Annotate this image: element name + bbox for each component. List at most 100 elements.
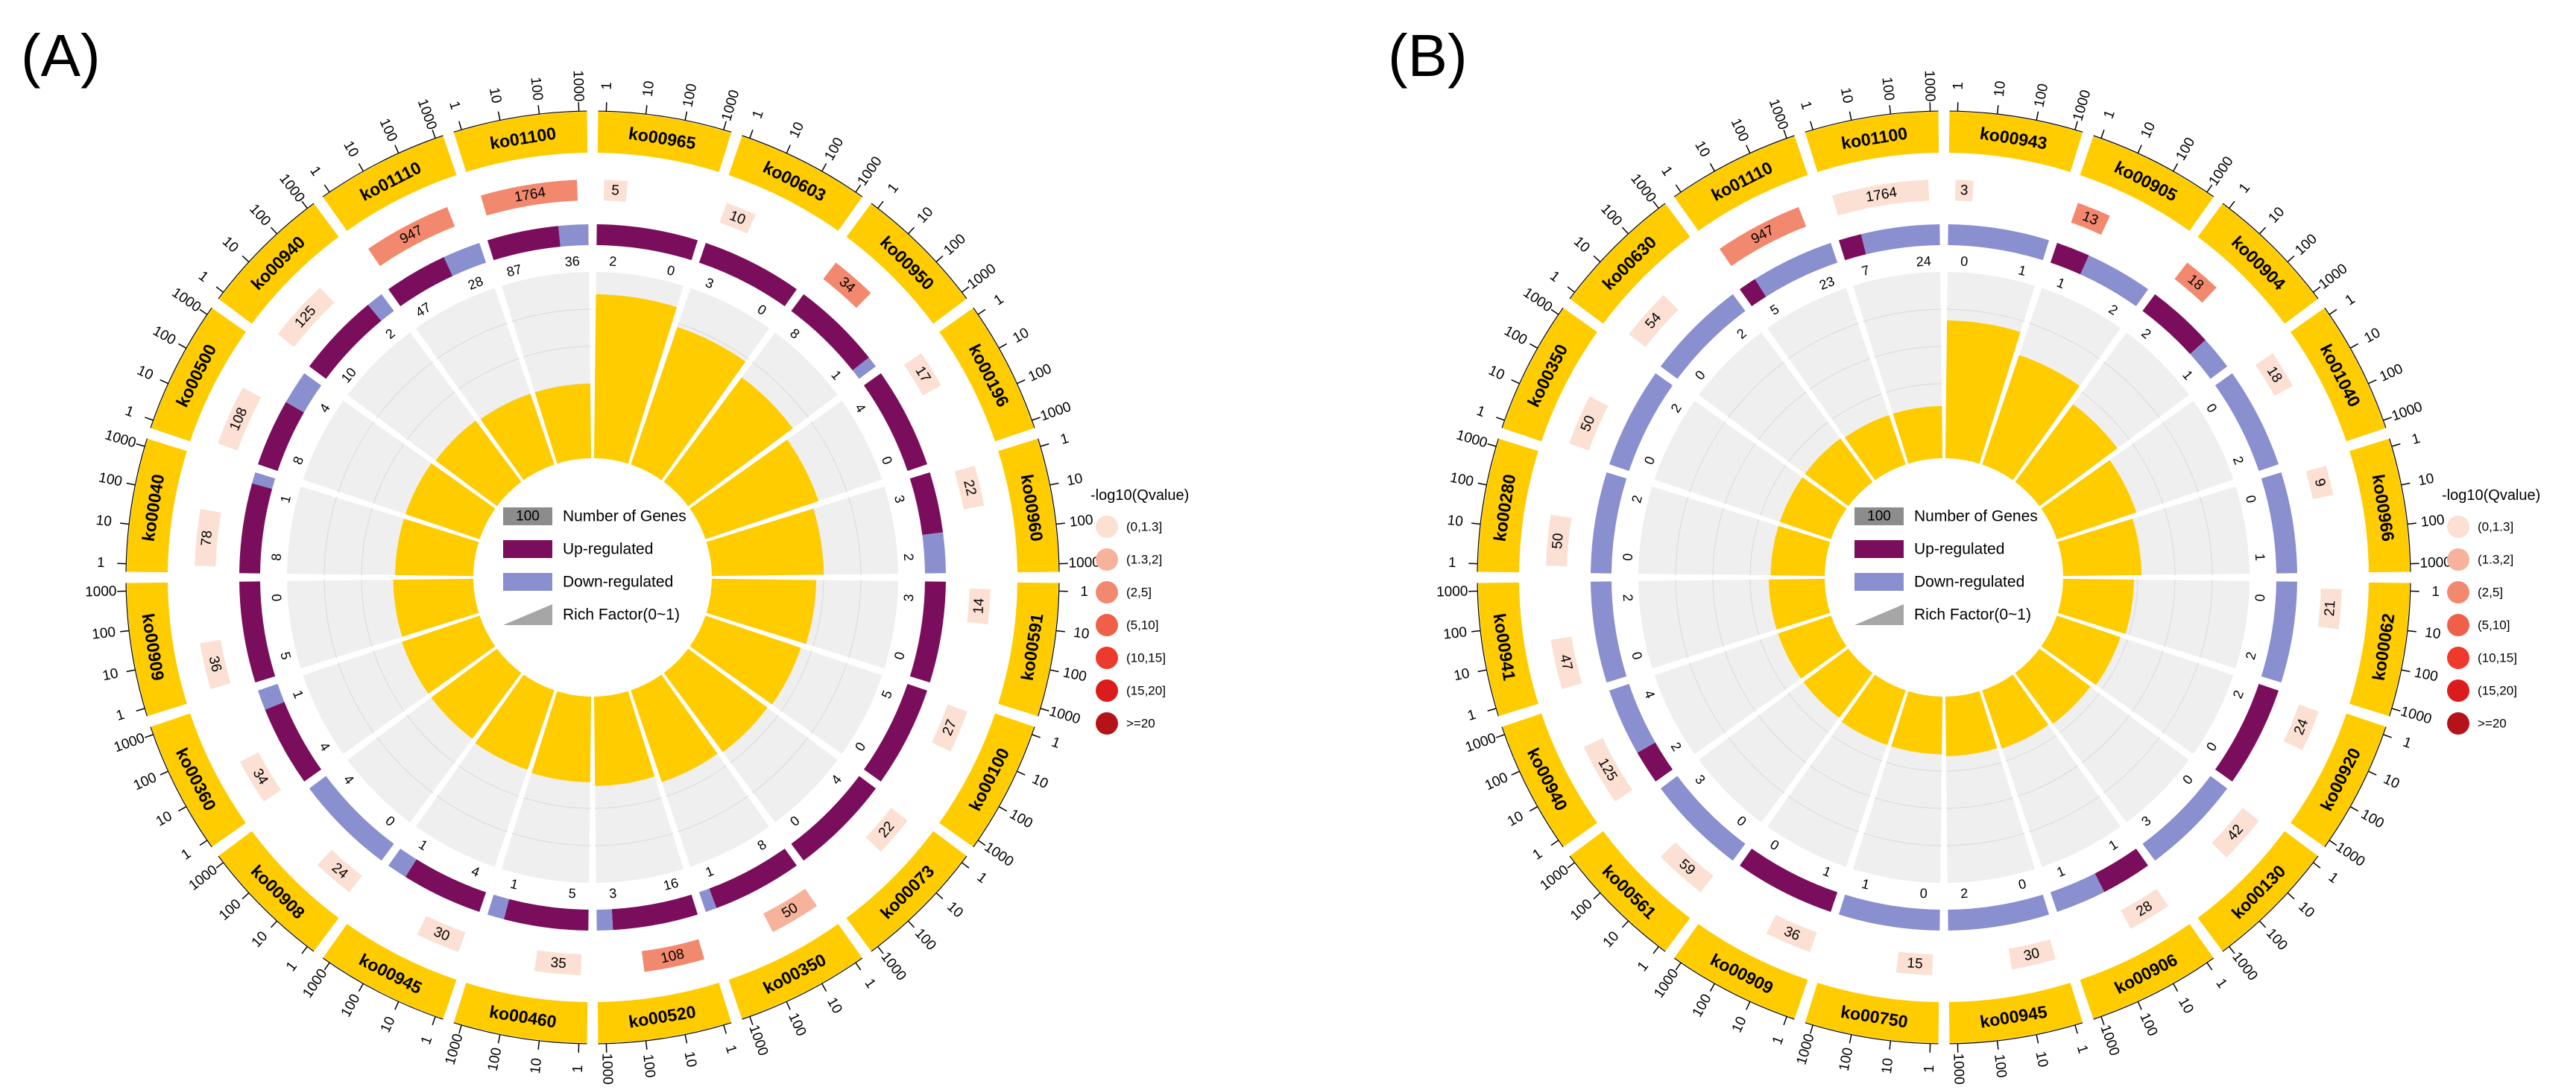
axis-line — [1501, 307, 1564, 428]
up-regulated-bar — [2214, 683, 2279, 782]
axis-tick — [1746, 145, 1751, 153]
axis-tick — [2036, 1034, 2039, 1044]
axis-line — [1673, 957, 1795, 1020]
gene-count-bar — [317, 849, 362, 893]
axis-tick — [2287, 255, 2295, 263]
tick-label: 100 — [150, 323, 178, 349]
axis-line — [2222, 203, 2319, 300]
sector-separator — [1651, 612, 1831, 675]
axis-tick — [2401, 482, 2411, 486]
down-regulated-bar — [1609, 373, 1673, 472]
rich-factor-bar — [2015, 648, 2091, 724]
term-segment — [1502, 308, 1597, 442]
down-count-label: 1 — [1860, 876, 1872, 893]
rich-factor-bar — [531, 691, 592, 782]
tick-label: 1000 — [2206, 154, 2237, 189]
axis-tick — [1652, 200, 1659, 209]
tick-label: 10 — [249, 928, 271, 951]
gene-count-bar — [2305, 465, 2334, 499]
down-regulated-bar — [443, 242, 487, 276]
axis-tick — [1621, 920, 1629, 928]
axis-line — [1569, 855, 1666, 952]
axis-tick — [1487, 708, 1497, 712]
tick-label: 10 — [2381, 771, 2402, 792]
tick-label: 1000 — [982, 840, 1017, 870]
up-regulated-bar — [596, 224, 698, 261]
gene-count-bar — [2255, 352, 2294, 396]
tick-label: 1000 — [2316, 261, 2350, 292]
qvalue-swatch — [2447, 679, 2469, 702]
axis-tick — [1746, 1001, 1751, 1010]
rich-factor-bar — [405, 463, 496, 539]
down-count-label: 2 — [2243, 650, 2259, 662]
tick-label: 1000 — [300, 966, 330, 1001]
rich-factor-bar — [663, 377, 793, 507]
up-regulated-bar — [487, 226, 561, 261]
down-count-label: 1 — [2179, 367, 2196, 382]
tick-label: 100 — [1483, 770, 1511, 793]
axis-line — [218, 203, 315, 300]
up-regulated-bar — [503, 899, 589, 931]
gene-count-bar — [1569, 396, 1609, 451]
tick-label: 1000 — [276, 171, 307, 206]
axis-tick — [786, 145, 791, 153]
tick-label: 10 — [2175, 995, 2197, 1016]
axis-tick — [1621, 226, 1629, 235]
legend-up-swatch — [503, 540, 552, 558]
down-count-label: 3 — [609, 886, 617, 902]
axis-tick — [199, 308, 208, 315]
down-regulated-bar — [1660, 776, 1746, 861]
axis-tick — [1511, 770, 1520, 776]
sector-separator — [627, 285, 690, 465]
rich-factor-bar — [1770, 525, 1831, 577]
term-segment — [127, 582, 187, 716]
down-count-label: 0 — [891, 650, 908, 662]
tick-label: 1 — [2074, 1043, 2091, 1055]
tick-label: 1000 — [1627, 171, 1658, 206]
up-count-label: 5 — [568, 886, 576, 902]
tick-label: 1000 — [877, 949, 909, 983]
axis-tick — [855, 962, 862, 971]
up-count-label: 3 — [891, 494, 908, 505]
down-regulated-bar — [1860, 224, 1940, 255]
tick-label: 100 — [1837, 1046, 1857, 1072]
gene-count-bar — [2071, 203, 2110, 235]
up-regulated-bar — [909, 472, 944, 536]
down-count-label: 2 — [2230, 454, 2247, 467]
sector-separator — [627, 690, 690, 870]
tick-label: 1 — [1448, 555, 1456, 571]
term-segment — [218, 831, 339, 951]
term-segment — [1948, 983, 2083, 1043]
tick-label: 1 — [2101, 108, 2118, 121]
rich-factor-bar — [1845, 415, 1906, 481]
sector-separator — [300, 480, 480, 543]
tick-label: 1 — [750, 108, 767, 121]
tick-label: 100 — [1448, 470, 1474, 490]
gene-count-label: 15 — [1907, 955, 1923, 972]
tick-label: 1000 — [569, 70, 586, 102]
tick-label: 10 — [1453, 666, 1471, 685]
down-count-label: 1 — [828, 367, 845, 382]
axis-tick — [1675, 184, 1682, 193]
axis-tick — [1040, 708, 1049, 712]
tick-label: 1000 — [2399, 703, 2433, 727]
rich-factor-bar — [1892, 406, 1943, 464]
gene-count-bar — [1583, 738, 1633, 802]
tick-label: 100 — [821, 135, 847, 163]
down-regulated-bar — [2142, 776, 2228, 861]
tick-label: 1000 — [1454, 428, 1489, 451]
down-regulated-bar — [1660, 294, 1746, 379]
up-count-label: 0 — [1692, 367, 1708, 382]
tick-label: 10 — [1570, 234, 1593, 256]
tick-label: 10 — [486, 86, 505, 105]
axis-tick — [786, 1001, 791, 1010]
tick-label: 1000 — [1463, 730, 1498, 755]
axis-tick — [1675, 962, 1682, 971]
axis-tick — [432, 130, 436, 139]
tick-label: 1 — [1770, 1034, 1787, 1047]
axis-tick — [2401, 669, 2411, 673]
up-count-label: 5 — [1767, 302, 1781, 318]
axis-tick — [2100, 1016, 2105, 1025]
legend-count-sample: 100 — [516, 509, 540, 525]
